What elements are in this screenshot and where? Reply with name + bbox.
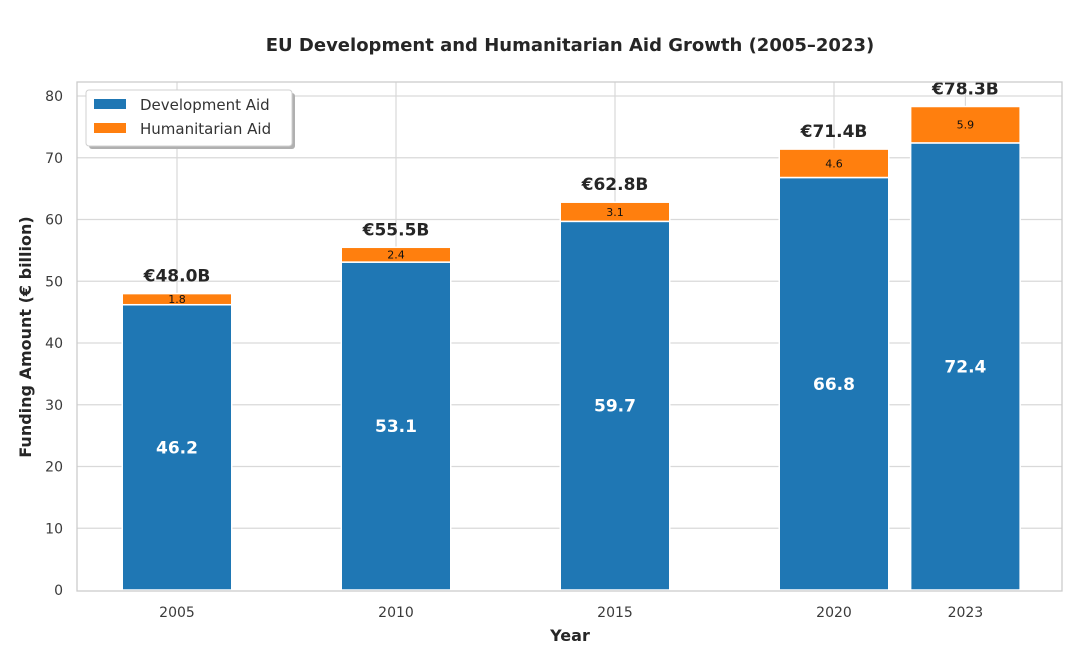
legend-swatch-development	[94, 99, 126, 109]
y-tick-label: 80	[45, 89, 63, 105]
bar-humanitarian-aid	[778, 148, 890, 179]
bar-humanitarian-aid	[559, 201, 671, 223]
chart-title: EU Development and Humanitarian Aid Grow…	[266, 35, 874, 56]
y-tick-label: 0	[54, 583, 63, 599]
development-value-label: 53.1	[375, 417, 417, 437]
bar-development-aid	[121, 303, 233, 591]
legend-box	[85, 89, 293, 147]
total-value-label: €55.5B	[362, 220, 430, 240]
development-value-label: 59.7	[594, 397, 636, 417]
total-value-label: €78.3B	[931, 79, 999, 99]
development-value-label: 66.8	[813, 375, 855, 395]
plot-frame	[76, 81, 1063, 592]
legend-label-development: Development Aid	[140, 96, 270, 114]
legend-label-humanitarian: Humanitarian Aid	[140, 120, 271, 138]
total-value-label: €48.0B	[143, 267, 211, 287]
x-tick-label: 2023	[948, 605, 984, 621]
y-tick-label: 30	[45, 398, 63, 414]
y-tick-label: 40	[45, 336, 63, 352]
bar-development-aid	[559, 220, 671, 591]
bar-humanitarian-aid	[909, 105, 1021, 144]
bar-development-aid	[909, 142, 1021, 591]
y-axis-label: Funding Amount (€ billion)	[16, 216, 35, 457]
bar-humanitarian-aid	[340, 246, 452, 263]
legend-swatch-humanitarian	[94, 123, 126, 133]
development-value-label: 72.4	[944, 357, 986, 377]
total-value-label: €71.4B	[800, 122, 868, 142]
x-tick-label: 2015	[597, 605, 633, 621]
x-axis-ticks: 2005 2010 2015 2020 2023	[159, 605, 983, 621]
humanitarian-value-label: 5.9	[957, 119, 975, 132]
x-tick-label: 2020	[816, 605, 852, 621]
total-value-label: €62.8B	[581, 175, 649, 195]
x-tick-label: 2010	[378, 605, 414, 621]
humanitarian-value-label: 4.6	[825, 157, 843, 170]
humanitarian-value-label: 1.8	[168, 293, 186, 306]
y-tick-label: 70	[45, 151, 63, 167]
bar-humanitarian-aid	[121, 292, 233, 306]
y-tick-label: 20	[45, 460, 63, 476]
y-tick-label: 60	[45, 213, 63, 229]
x-tick-label: 2005	[159, 605, 195, 621]
bar-labels: 46.2 1.8 €48.0B 53.1 2.4 €55.5B 59.7 3.1 €62.8B 6…	[143, 79, 999, 458]
y-axis-ticks: 0 10 20 30 40 50 60 70 80	[45, 89, 63, 599]
humanitarian-value-label: 3.1	[606, 206, 624, 219]
x-axis-label: Year	[549, 626, 590, 645]
y-tick-label: 10	[45, 521, 63, 537]
humanitarian-value-label: 2.4	[387, 249, 405, 262]
development-value-label: 46.2	[156, 438, 198, 458]
bars	[121, 105, 1021, 591]
y-tick-label: 50	[45, 274, 63, 290]
legend: Development Aid Humanitarian Aid	[85, 89, 295, 149]
bar-development-aid	[778, 176, 890, 591]
